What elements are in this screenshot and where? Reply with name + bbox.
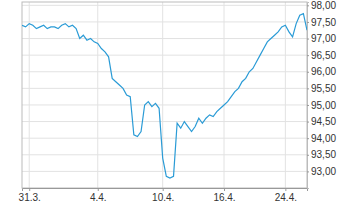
x-tick-mark xyxy=(163,188,164,191)
y-tick-mark xyxy=(307,105,309,106)
grid-line xyxy=(22,121,307,122)
x-tick-label: 16.4. xyxy=(213,192,235,203)
y-tick-mark xyxy=(307,171,309,172)
y-tick-label: 98,00 xyxy=(311,0,336,11)
grid-line xyxy=(22,38,307,39)
grid-line xyxy=(22,5,307,6)
x-tick: 10.4. xyxy=(152,188,174,203)
grid-line xyxy=(29,2,30,188)
y-tick-label: 96,50 xyxy=(311,50,336,61)
y-tick-mark xyxy=(307,88,309,89)
x-tick-label: 31.3. xyxy=(19,192,41,203)
y-tick: 95,50 xyxy=(307,83,336,94)
y-tick-label: 94,00 xyxy=(311,133,336,144)
grid-line xyxy=(22,154,307,155)
y-tick: 94,00 xyxy=(307,133,336,144)
y-tick-mark xyxy=(307,72,309,73)
x-tick-mark xyxy=(224,188,225,191)
x-tick: 16.4. xyxy=(213,188,235,203)
plot-frame xyxy=(22,2,307,188)
y-tick: 96,50 xyxy=(307,50,336,61)
y-tick-mark xyxy=(307,5,309,6)
x-tick: 31.3. xyxy=(19,188,41,203)
y-tick-mark xyxy=(307,39,309,40)
x-tick-label: 4.4. xyxy=(90,192,107,203)
y-tick-label: 93,00 xyxy=(311,166,336,177)
y-tick-mark xyxy=(307,122,309,123)
y-tick: 97,50 xyxy=(307,17,336,28)
y-tick-label: 95,00 xyxy=(311,100,336,111)
y-tick-label: 97,50 xyxy=(311,17,336,28)
y-tick-label: 95,50 xyxy=(311,83,336,94)
grid-line xyxy=(22,21,307,22)
grid-line xyxy=(285,2,286,188)
plot-area xyxy=(22,14,307,178)
y-tick-label: 97,00 xyxy=(311,33,336,44)
grid-line xyxy=(22,88,307,89)
y-tick-label: 93,50 xyxy=(311,149,336,160)
y-tick: 93,50 xyxy=(307,149,336,160)
price-line xyxy=(22,14,307,178)
y-tick-mark xyxy=(307,155,309,156)
grid-line xyxy=(22,71,307,72)
y-tick: 97,00 xyxy=(307,33,336,44)
x-axis-line xyxy=(23,189,308,192)
x-tick: 4.4. xyxy=(90,188,107,203)
grid-line xyxy=(97,2,98,188)
grid-line xyxy=(22,171,307,172)
y-tick: 98,00 xyxy=(307,0,336,11)
chart: 31.3.4.4.10.4.16.4.24.4.93,0093,5094,009… xyxy=(0,0,341,207)
y-tick: 95,00 xyxy=(307,100,336,111)
x-tick-label: 10.4. xyxy=(152,192,174,203)
x-tick-mark xyxy=(29,188,30,191)
y-tick-mark xyxy=(307,22,309,23)
grid-line xyxy=(22,138,307,139)
y-axis: 93,00 93,50 94,00 94,50 95,00 95,50 96,00 96,50… xyxy=(307,0,336,188)
x-tick-mark xyxy=(98,188,99,191)
x-axis: 31.3. 4.4. 10.4. 16.4. 24.4. xyxy=(19,188,308,203)
x-tick-label: 24.4. xyxy=(275,192,297,203)
grid-line xyxy=(224,2,225,188)
y-tick-label: 96,00 xyxy=(311,66,336,77)
y-tick: 93,00 xyxy=(307,166,336,177)
grid-line xyxy=(22,104,307,105)
y-tick-mark xyxy=(307,138,309,139)
grid xyxy=(22,2,307,188)
x-tick: 24.4. xyxy=(275,188,297,203)
x-tick-mark xyxy=(285,188,286,191)
y-tick: 96,00 xyxy=(307,66,336,77)
y-tick-label: 94,50 xyxy=(311,116,336,127)
y-tick: 94,50 xyxy=(307,116,336,127)
grid-line xyxy=(22,55,307,56)
y-axis-line xyxy=(308,3,310,189)
y-tick-mark xyxy=(307,55,309,56)
